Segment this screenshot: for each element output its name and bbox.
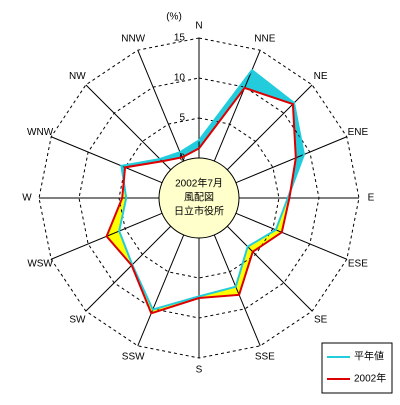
r-tick-label: 5	[179, 113, 185, 124]
legend-label: 2002年	[354, 372, 386, 385]
spoke	[226, 225, 313, 312]
axis-label: SSE	[255, 352, 275, 363]
axis-label: N	[195, 21, 202, 32]
axis-label: NW	[69, 71, 86, 82]
series-line	[105, 86, 297, 315]
axis-label: WSW	[27, 258, 53, 269]
center-label: 2002年7月	[175, 177, 223, 190]
axis-label: E	[368, 193, 375, 204]
axis-label: WNW	[27, 127, 54, 138]
axis-label: SSW	[122, 352, 145, 363]
axis-label: W	[22, 193, 32, 204]
axis-label: SE	[314, 314, 328, 325]
spoke	[50, 136, 163, 184]
spoke	[213, 49, 261, 162]
grid-ring	[118, 117, 280, 279]
spoke	[137, 49, 185, 162]
axis-label: NNW	[121, 34, 145, 45]
center-circle	[158, 157, 240, 239]
legend-box	[321, 342, 393, 394]
legend-label: 平年値	[354, 350, 384, 363]
axis-label: NNE	[254, 34, 275, 45]
spoke	[226, 84, 313, 171]
axis-label: SW	[69, 314, 86, 325]
axis-label: S	[196, 365, 203, 376]
axis-label: ENE	[348, 127, 369, 138]
unit-label: (%)	[166, 12, 182, 23]
grid-ring	[78, 77, 320, 319]
spoke	[235, 136, 348, 184]
spoke	[213, 234, 261, 347]
spoke	[235, 212, 348, 260]
spoke	[137, 234, 185, 347]
axis-label: NE	[314, 71, 328, 82]
center-label: 日立市役所	[174, 205, 224, 218]
grid-ring	[38, 37, 360, 359]
r-tick-label: 10	[174, 73, 186, 84]
axis-label: ESE	[348, 258, 368, 269]
series-line	[118, 68, 305, 311]
spoke	[85, 84, 172, 171]
center-label: 風配図	[184, 192, 214, 204]
spoke	[85, 225, 172, 312]
r-tick-label: 15	[174, 33, 186, 44]
